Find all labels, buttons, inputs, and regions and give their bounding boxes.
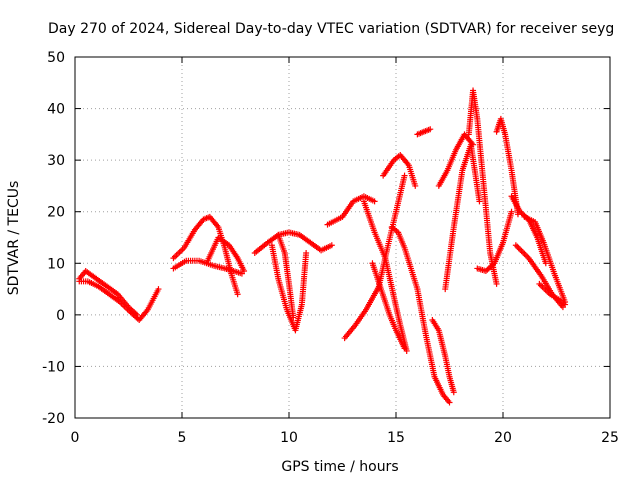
data-point [562,301,569,308]
data-points [76,87,569,406]
plot-frame [74,56,611,419]
data-point [328,242,335,249]
y-tick-label: -10 [42,359,65,375]
data-point [241,268,248,275]
series-arc-15 [414,126,434,138]
series-arc-8 [275,231,297,321]
series-arc-9 [324,193,378,228]
data-point [519,249,526,256]
series-arc-18 [435,131,477,189]
data-point [450,389,457,396]
data-point [512,242,519,249]
data-point [412,182,419,189]
y-tick-label: 50 [47,50,65,66]
series-arc-21 [474,208,515,275]
series-arc-1 [76,268,141,318]
data-point [290,314,297,321]
series-arc-19 [442,141,483,293]
data-point [517,246,524,253]
series-arc-2 [76,278,162,324]
data-point [401,345,408,352]
y-axis-label: SDTVAR / TECUs [6,181,22,296]
series-arc-20 [465,87,500,287]
data-point [508,208,515,215]
chart-title: Day 270 of 2024, Sidereal Day-to-day VTE… [48,21,614,37]
series-arc-4 [170,257,245,277]
x-axis-label: GPS time / hours [281,459,398,475]
series-arc-7 [268,242,310,334]
data-point [371,198,378,205]
x-tick-label: 10 [280,430,298,446]
data-point [427,126,434,133]
series-arc-14 [388,224,421,293]
data-point [493,280,500,287]
series-arc-5 [204,234,248,275]
y-tick-label: -20 [42,411,65,427]
series-arc-26 [536,280,569,308]
y-tick-label: 20 [47,205,65,221]
series-arc-16 [414,286,453,406]
data-point [155,286,162,293]
data-point [446,399,453,406]
data-point [303,249,310,256]
x-tick-label: 0 [71,430,80,446]
series-arc-12 [369,260,408,352]
series-arc-22 [493,115,521,218]
x-tick-label: 20 [494,430,512,446]
y-tick-label: 40 [47,102,65,118]
data-point [521,250,528,257]
data-point [476,198,483,205]
series-arc-3 [170,213,241,298]
series-arc-11 [360,198,410,354]
y-tick-label: 10 [47,256,65,272]
data-point [518,247,525,254]
data-point [515,245,522,252]
data-point [234,291,241,298]
x-tick-label: 15 [387,430,405,446]
x-tick-label: 25 [601,430,619,446]
axis-ticks: 0 5 10 15 20 25 -20 -10 0 10 20 30 40 50 [42,50,619,446]
series-arc-13 [380,151,419,189]
data-point [522,252,529,259]
y-tick-label: 0 [56,308,65,324]
series-arc-6 [251,229,335,256]
series-arc-24 [512,242,566,311]
x-tick-label: 5 [178,430,187,446]
grid-lines [75,57,610,418]
data-point [401,172,408,179]
y-tick-label: 30 [47,153,65,169]
series-arc-17 [429,317,457,396]
data-point [514,243,521,250]
